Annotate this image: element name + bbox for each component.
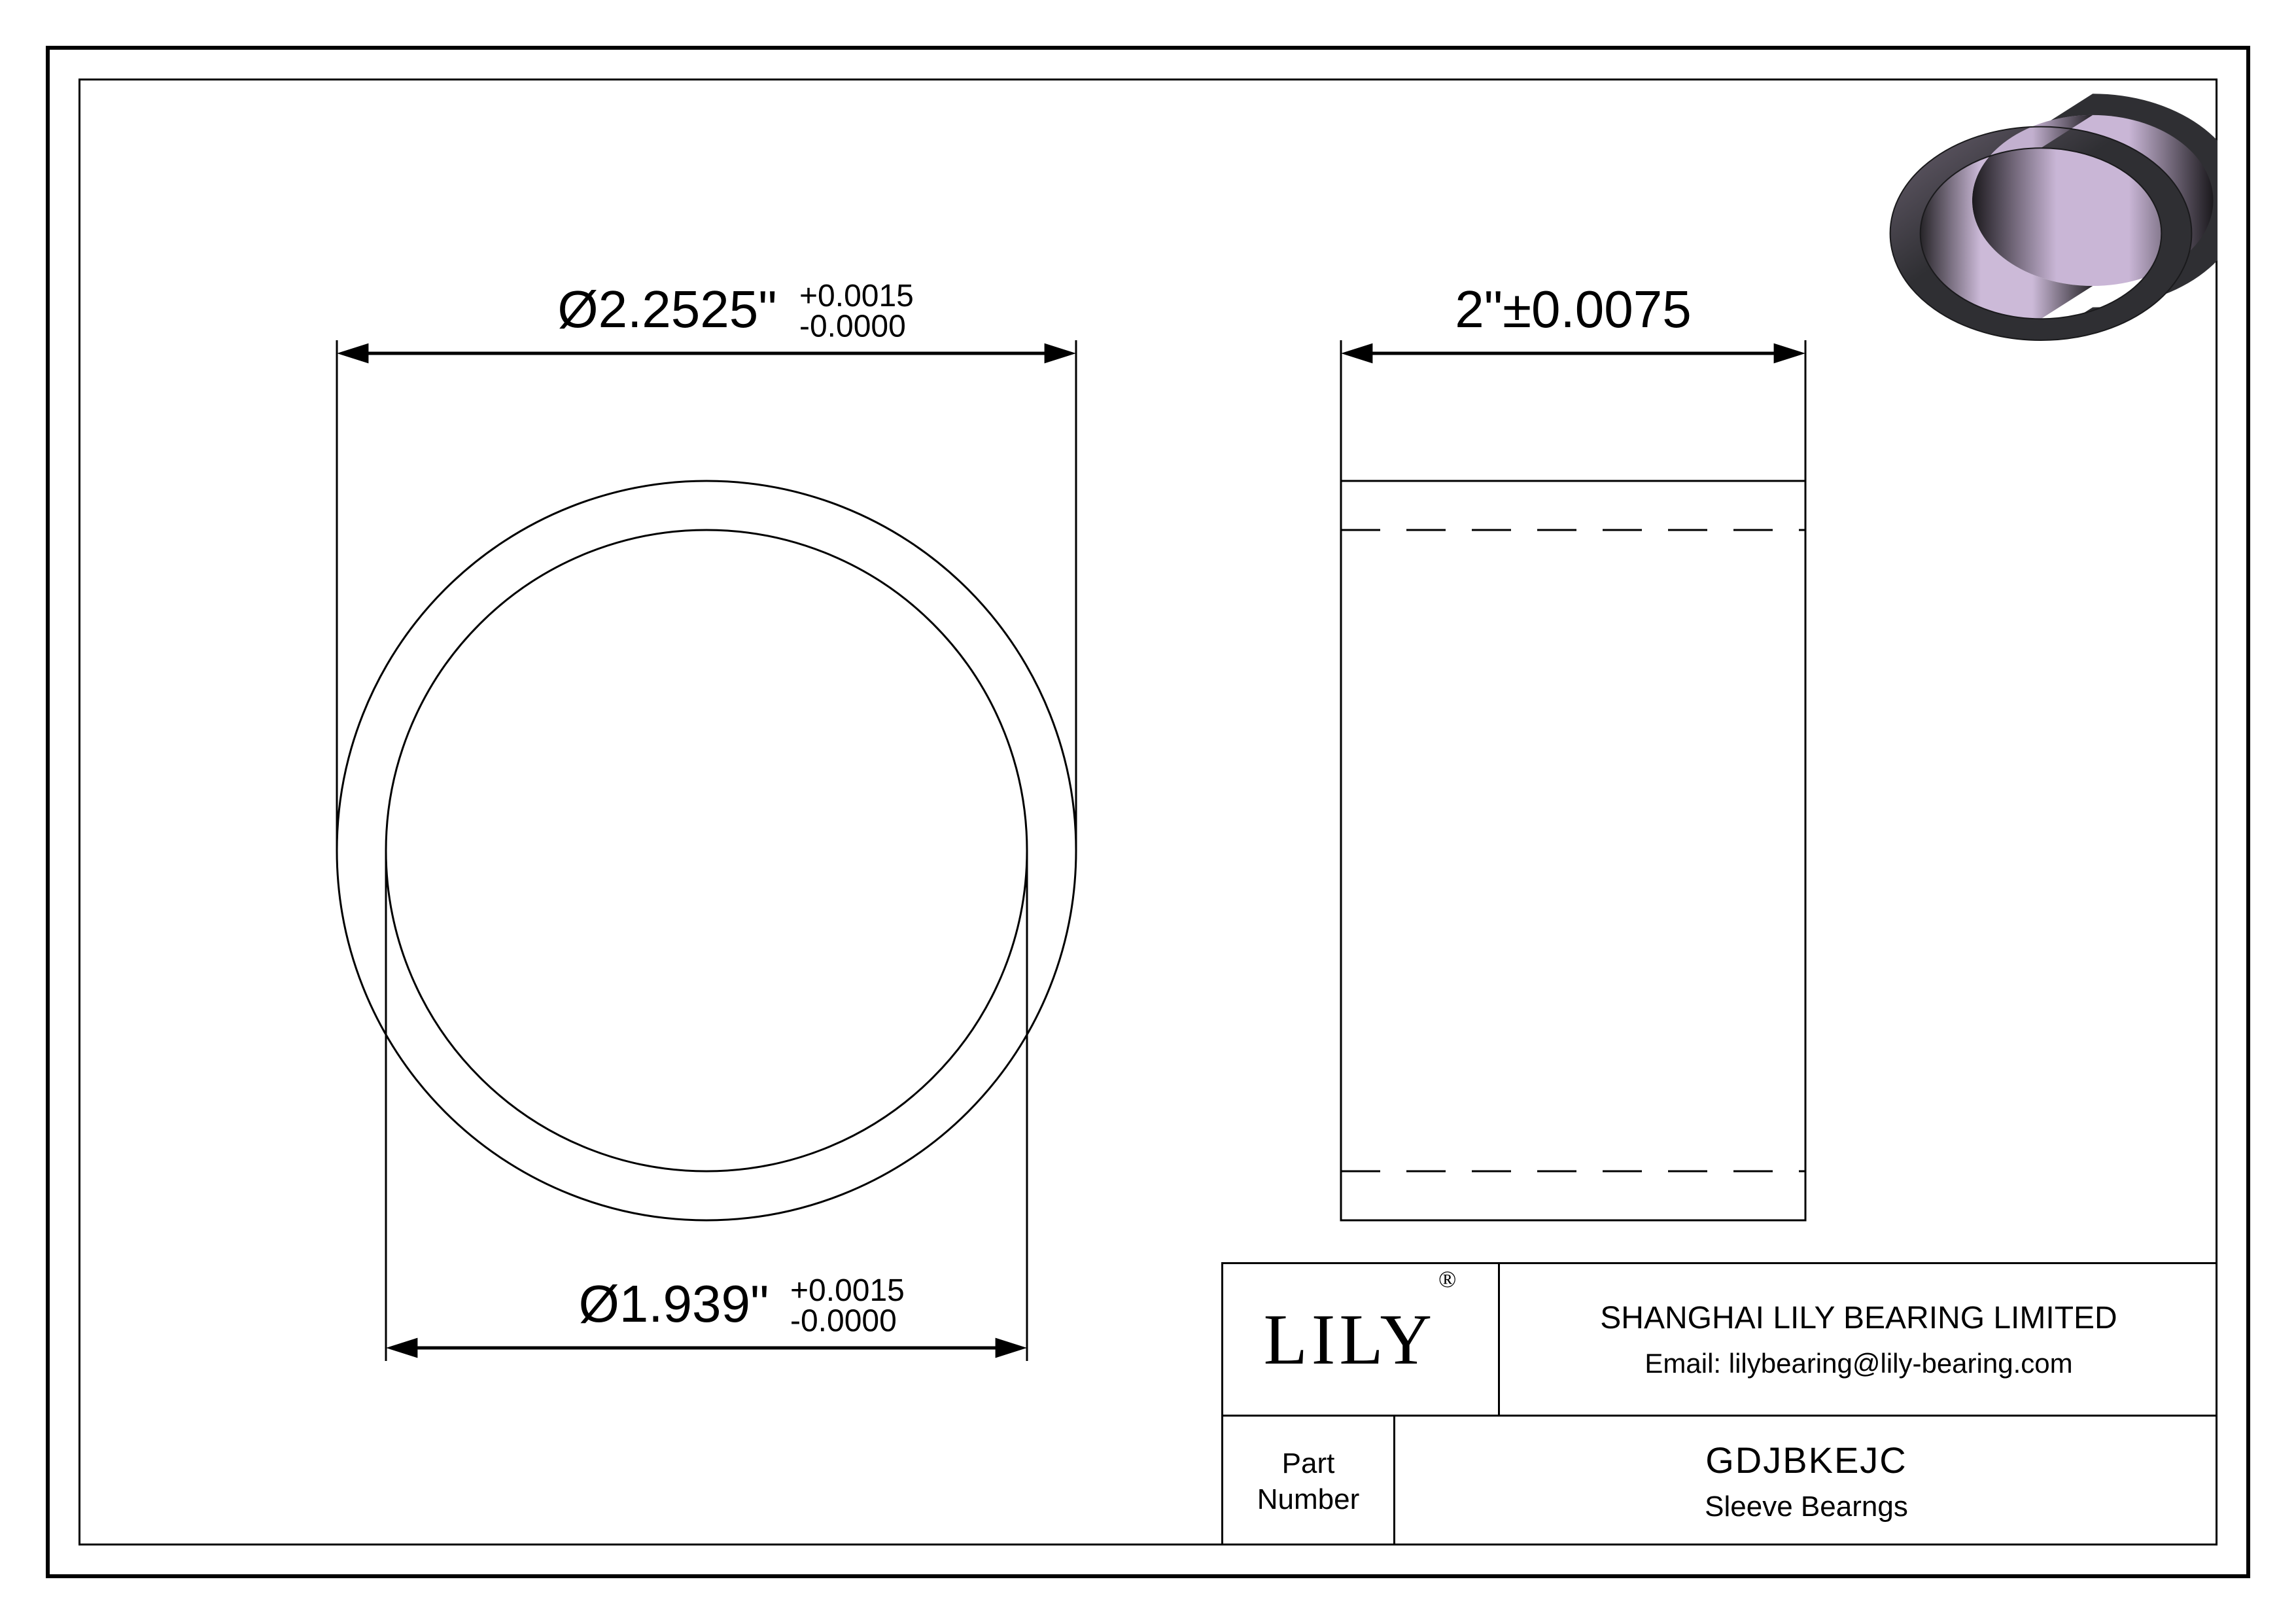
pn-label-line1: Part <box>1282 1447 1335 1479</box>
logo-cell: LILY® <box>1223 1264 1498 1415</box>
part-number-value-cell: GDJBKEJC Sleeve Bearngs <box>1393 1415 2218 1545</box>
title-block-row-2: Part Number GDJBKEJC Sleeve Bearngs <box>1223 1415 2218 1545</box>
svg-text:2"±0.0075: 2"±0.0075 <box>1455 280 1691 338</box>
isometric-ring <box>1890 94 2218 340</box>
part-description: Sleeve Bearngs <box>1705 1491 1908 1523</box>
part-number-label: Part Number <box>1257 1445 1360 1517</box>
svg-text:Ø2.2525": Ø2.2525" <box>557 280 776 338</box>
outer-diameter-dim: Ø2.2525" +0.0015-0.0000 <box>557 279 914 344</box>
svg-text:-0.0000: -0.0000 <box>790 1303 897 1338</box>
svg-text:+0.0015: +0.0015 <box>790 1273 905 1308</box>
company-cell: SHANGHAI LILY BEARING LIMITED Email: lil… <box>1498 1264 2218 1415</box>
page-root: Ø2.2525"+0.0015-0.0000Ø1.939"+0.0015-0.0… <box>0 0 2296 1624</box>
svg-text:Ø1.939": Ø1.939" <box>579 1275 769 1333</box>
registered-mark: ® <box>1438 1266 1460 1292</box>
inner-diameter-dim: Ø1.939" +0.0015-0.0000 <box>579 1273 905 1338</box>
part-number-value: GDJBKEJC <box>1705 1439 1907 1481</box>
svg-text:+0.0015: +0.0015 <box>799 279 914 313</box>
company-name: SHANGHAI LILY BEARING LIMITED <box>1600 1300 2117 1336</box>
pn-label-line2: Number <box>1257 1483 1360 1515</box>
length-dim: 2"±0.0075 <box>1455 280 1691 338</box>
logo-text: LILY® <box>1264 1298 1458 1381</box>
logo-name: LILY <box>1264 1299 1436 1379</box>
title-block-row-1: LILY® SHANGHAI LILY BEARING LIMITED Emai… <box>1223 1264 2218 1415</box>
svg-text:-0.0000: -0.0000 <box>799 309 906 344</box>
title-block: LILY® SHANGHAI LILY BEARING LIMITED Emai… <box>1221 1262 2218 1545</box>
part-number-label-cell: Part Number <box>1223 1415 1393 1545</box>
company-email: Email: lilybearing@lily-bearing.com <box>1644 1348 2072 1379</box>
